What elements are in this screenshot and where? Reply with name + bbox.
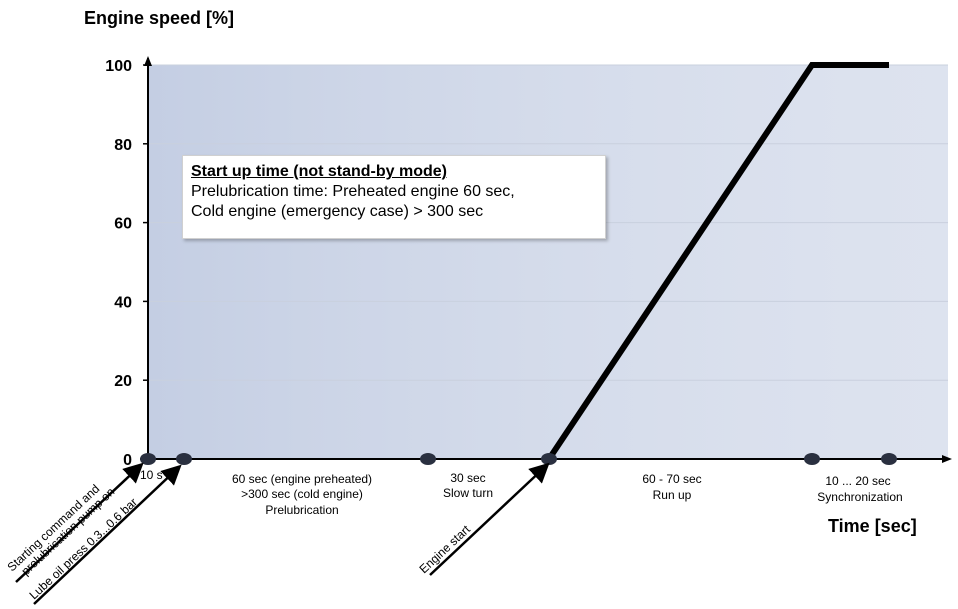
y-tick-label: 0 xyxy=(123,452,132,469)
engine-speed-line xyxy=(546,62,889,461)
info-box-title: Start up time (not stand-by mode) xyxy=(191,163,447,180)
arrow-start-command xyxy=(15,462,144,583)
arrow-lube-oil xyxy=(33,464,182,605)
label-slow-1: 30 sec xyxy=(450,471,485,485)
arrow-engine-start xyxy=(429,462,550,576)
plot-area-shade xyxy=(148,65,948,459)
y-tick-labels: 0 20 40 60 80 100 xyxy=(105,58,148,469)
y-tick-label: 40 xyxy=(114,294,132,311)
label-sync-2: Synchronization xyxy=(817,490,902,504)
info-box: Start up time (not stand-by mode) Prelub… xyxy=(182,155,606,239)
label-run-1: 60 - 70 sec xyxy=(642,472,701,486)
event-marker xyxy=(541,453,557,465)
y-tick-label: 20 xyxy=(114,373,132,390)
x-axis-arrow xyxy=(942,455,952,463)
label-sync-1: 10 ... 20 sec xyxy=(825,474,890,488)
event-markers xyxy=(140,453,897,465)
info-box-line-1: Prelubrication time: Preheated engine 60… xyxy=(191,183,515,200)
label-prelub-1: 60 sec (engine preheated) xyxy=(232,472,372,486)
label-prelub-2: >300 sec (cold engine) xyxy=(241,487,363,501)
y-axis-arrow xyxy=(144,56,152,66)
y-tick-label: 60 xyxy=(114,216,132,233)
event-marker xyxy=(176,453,192,465)
y-tick-label: 100 xyxy=(105,58,132,75)
annotation-engine-start: Engine start xyxy=(416,522,473,576)
label-run-2: Run up xyxy=(653,488,692,502)
event-marker xyxy=(140,453,156,465)
x-axis-title: Time [sec] xyxy=(828,516,917,536)
event-marker xyxy=(804,453,820,465)
y-axis-title: Engine speed [%] xyxy=(84,8,234,28)
info-box-line-2: Cold engine (emergency case) > 300 sec xyxy=(191,203,484,220)
label-slow-2: Slow turn xyxy=(443,486,493,500)
annotation-start-command-1: Starting command and xyxy=(4,482,102,575)
label-prelub-3: Prelubrication xyxy=(265,503,338,517)
label-10s: 10 s xyxy=(140,468,163,482)
y-tick-label: 80 xyxy=(114,137,132,154)
event-marker xyxy=(881,453,897,465)
event-marker xyxy=(420,453,436,465)
